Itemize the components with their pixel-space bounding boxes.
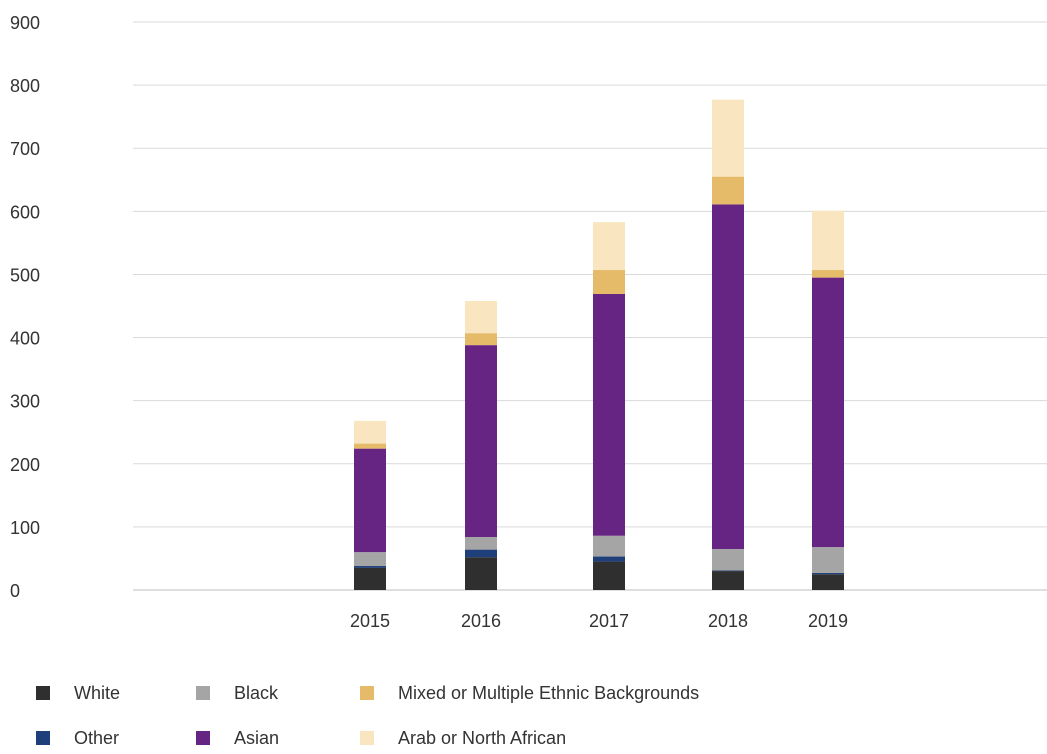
bar-segment-white-2018	[712, 571, 744, 590]
bar-segment-arab-or-north-african-2015	[354, 420, 386, 444]
bar-segment-mixed-or-multiple-ethnic-backgrounds-2019	[812, 270, 844, 278]
legend-swatch	[360, 731, 374, 745]
legend-swatch	[196, 686, 210, 700]
bar-segment-mixed-or-multiple-ethnic-backgrounds-2017	[593, 270, 625, 295]
bar-segment-arab-or-north-african-2019	[812, 210, 844, 271]
bar-segment-mixed-or-multiple-ethnic-backgrounds-2016	[465, 333, 497, 346]
legend-swatch	[36, 731, 50, 745]
bar-segment-white-2019	[812, 574, 844, 590]
x-tick-label: 2018	[708, 611, 748, 631]
y-tick-label: 700	[10, 139, 40, 159]
legend-label: Mixed or Multiple Ethnic Backgrounds	[398, 683, 700, 703]
legend-label: Black	[234, 683, 279, 703]
bar-stacks	[354, 99, 844, 590]
bar-segment-black-2017	[593, 535, 625, 557]
y-tick-label: 800	[10, 76, 40, 96]
y-tick-label: 400	[10, 329, 40, 349]
legend-swatch	[36, 686, 50, 700]
bar-segment-mixed-or-multiple-ethnic-backgrounds-2015	[354, 443, 386, 449]
legend-label: White	[74, 683, 121, 703]
y-tick-label: 500	[10, 265, 40, 285]
bar-segment-asian-2018	[712, 204, 744, 549]
bar-segment-other-2019	[812, 572, 844, 575]
legend-swatch	[196, 731, 210, 745]
bar-segment-black-2019	[812, 547, 844, 573]
bar-segment-white-2016	[465, 557, 497, 590]
gridlines	[133, 21, 1047, 591]
bar-segment-asian-2019	[812, 277, 844, 548]
bar-segment-black-2015	[354, 552, 386, 567]
bar-segment-asian-2015	[354, 448, 386, 553]
y-tick-label: 200	[10, 455, 40, 475]
bar-segment-black-2016	[465, 536, 497, 550]
bar-segment-arab-or-north-african-2017	[593, 222, 625, 271]
y-tick-label: 900	[10, 13, 40, 33]
x-tick-label: 2015	[350, 611, 390, 631]
legend-label: Other	[74, 728, 120, 748]
bar-segment-asian-2017	[593, 294, 625, 536]
bar-segment-white-2017	[593, 561, 625, 590]
y-tick-label: 300	[10, 392, 40, 412]
x-axis-tick-labels: 2015 2016 2017 2018 2019	[350, 611, 848, 631]
bar-segment-arab-or-north-african-2018	[712, 99, 744, 177]
bar-segment-mixed-or-multiple-ethnic-backgrounds-2018	[712, 176, 744, 205]
x-tick-label: 2016	[461, 611, 501, 631]
bar-segment-other-2018	[712, 570, 744, 572]
legend-swatch	[360, 686, 374, 700]
bar-segment-other-2015	[354, 566, 386, 568]
legend-label: Arab or North African	[398, 728, 567, 748]
bar-segment-black-2018	[712, 548, 744, 571]
y-tick-label: 100	[10, 518, 40, 538]
bar-segment-white-2015	[354, 567, 386, 590]
y-tick-label: 600	[10, 202, 40, 222]
bar-segment-arab-or-north-african-2016	[465, 300, 497, 334]
y-tick-label: 0	[10, 581, 20, 601]
bar-segment-other-2017	[593, 556, 625, 562]
bar-segment-other-2016	[465, 549, 497, 558]
y-axis-tick-labels: 0 100 200 300 400 500 600 700 800 900	[10, 13, 40, 601]
x-tick-label: 2017	[589, 611, 629, 631]
legend-label: Asian	[234, 728, 280, 748]
x-tick-label: 2019	[808, 611, 848, 631]
bar-segment-asian-2016	[465, 345, 497, 537]
